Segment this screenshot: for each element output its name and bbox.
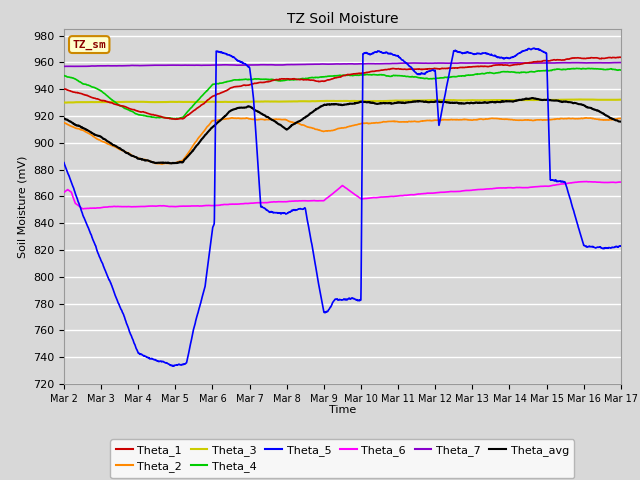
X-axis label: Time: Time <box>329 405 356 415</box>
Y-axis label: Soil Moisture (mV): Soil Moisture (mV) <box>17 155 28 258</box>
Legend: Theta_1, Theta_2, Theta_3, Theta_4, Theta_5, Theta_6, Theta_7, Theta_avg: Theta_1, Theta_2, Theta_3, Theta_4, Thet… <box>111 439 574 478</box>
Title: TZ Soil Moisture: TZ Soil Moisture <box>287 12 398 26</box>
Text: TZ_sm: TZ_sm <box>72 39 106 49</box>
